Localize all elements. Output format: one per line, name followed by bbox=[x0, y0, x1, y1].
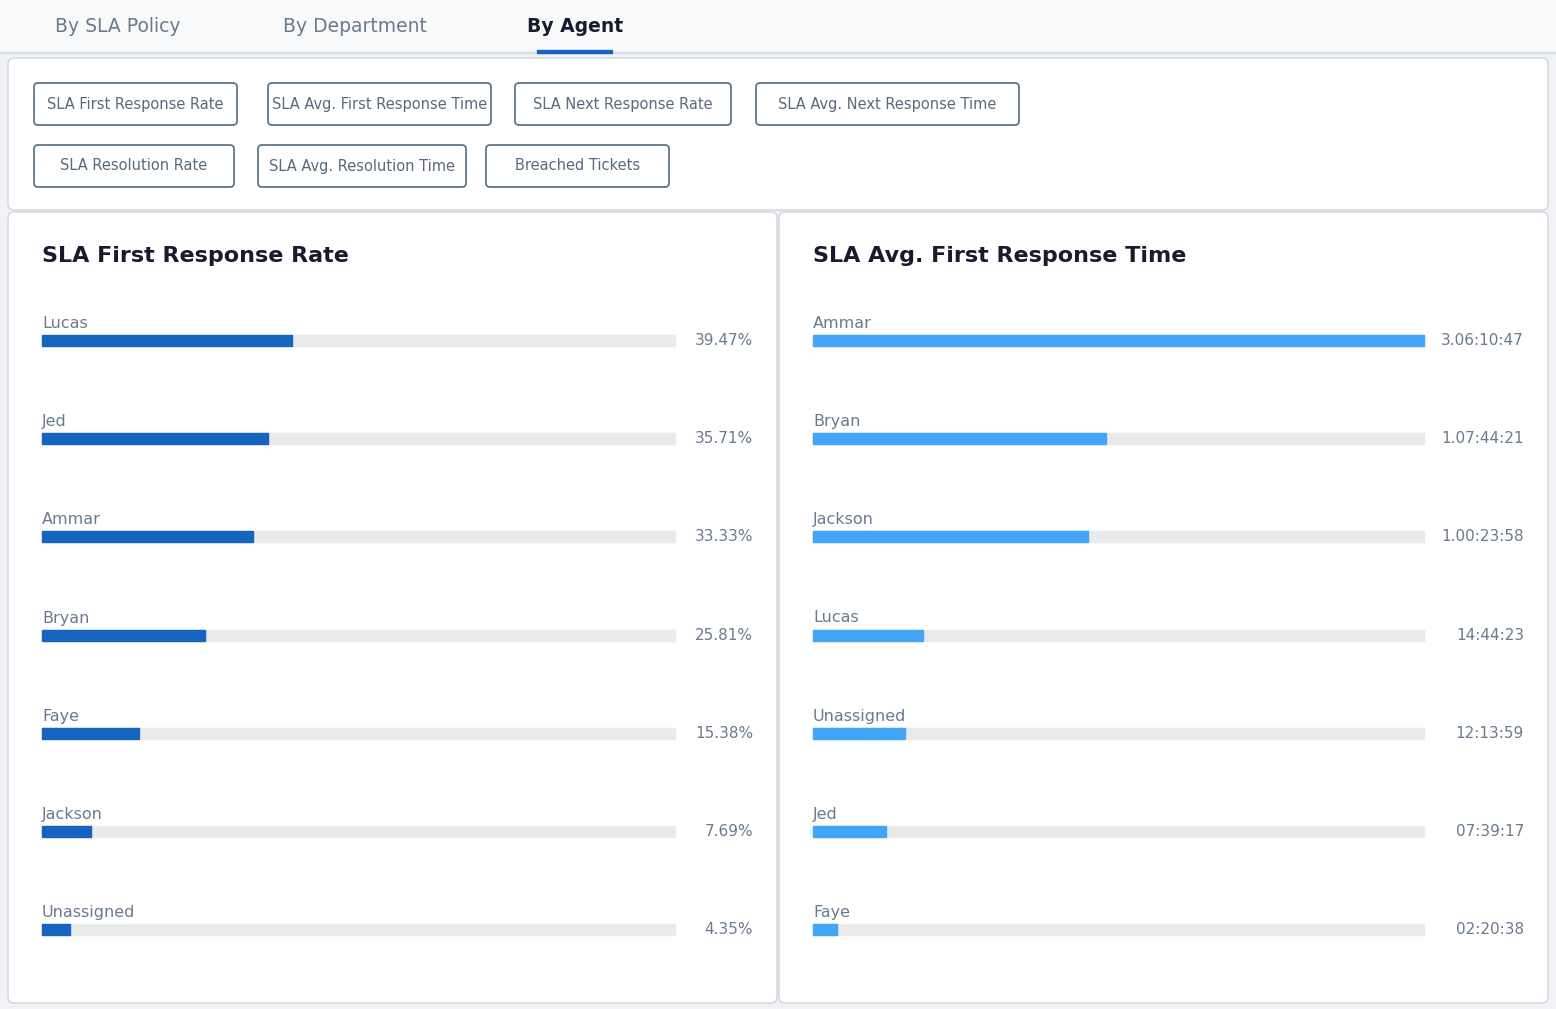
Bar bbox=[537, 49, 613, 53]
Text: Lucas: Lucas bbox=[812, 610, 859, 626]
Text: Jackson: Jackson bbox=[42, 807, 103, 822]
Text: 15.38%: 15.38% bbox=[696, 725, 753, 741]
Text: SLA Resolution Rate: SLA Resolution Rate bbox=[61, 158, 207, 174]
Bar bbox=[812, 924, 837, 935]
Bar bbox=[812, 335, 1424, 346]
Text: By Department: By Department bbox=[283, 16, 426, 35]
Text: SLA First Response Rate: SLA First Response Rate bbox=[47, 97, 224, 112]
Text: Lucas: Lucas bbox=[42, 316, 87, 331]
Text: 1.00:23:58: 1.00:23:58 bbox=[1441, 529, 1523, 544]
Bar bbox=[812, 826, 1424, 837]
Bar bbox=[812, 335, 1424, 346]
Bar bbox=[812, 826, 887, 837]
FancyBboxPatch shape bbox=[34, 83, 237, 125]
Bar bbox=[42, 433, 268, 444]
Text: 12:13:59: 12:13:59 bbox=[1456, 725, 1523, 741]
Text: 07:39:17: 07:39:17 bbox=[1456, 824, 1523, 839]
Text: SLA First Response Rate: SLA First Response Rate bbox=[42, 246, 349, 266]
FancyBboxPatch shape bbox=[485, 145, 669, 187]
Text: SLA Next Response Rate: SLA Next Response Rate bbox=[534, 97, 713, 112]
Text: 02:20:38: 02:20:38 bbox=[1456, 922, 1523, 937]
Bar bbox=[812, 727, 904, 739]
Bar bbox=[812, 531, 1088, 542]
Bar bbox=[42, 630, 205, 641]
Bar bbox=[42, 335, 675, 346]
Text: SLA Avg. First Response Time: SLA Avg. First Response Time bbox=[812, 246, 1186, 266]
Text: Unassigned: Unassigned bbox=[42, 905, 135, 920]
Text: 33.33%: 33.33% bbox=[694, 529, 753, 544]
Text: SLA Avg. Next Response Time: SLA Avg. Next Response Time bbox=[778, 97, 997, 112]
Text: 3.06:10:47: 3.06:10:47 bbox=[1441, 333, 1523, 348]
Text: Jackson: Jackson bbox=[812, 513, 874, 528]
Text: Faye: Faye bbox=[812, 905, 850, 920]
Bar bbox=[42, 531, 675, 542]
FancyBboxPatch shape bbox=[268, 83, 492, 125]
Bar bbox=[42, 531, 254, 542]
Bar bbox=[0, 0, 1556, 52]
Bar bbox=[812, 531, 1424, 542]
Text: 25.81%: 25.81% bbox=[696, 628, 753, 643]
Bar bbox=[812, 433, 1106, 444]
Text: By Agent: By Agent bbox=[527, 16, 622, 35]
Bar bbox=[42, 924, 70, 935]
Bar bbox=[42, 727, 140, 739]
Text: Bryan: Bryan bbox=[42, 610, 89, 626]
Text: 35.71%: 35.71% bbox=[696, 431, 753, 446]
Bar bbox=[812, 924, 1424, 935]
Bar bbox=[812, 630, 1424, 641]
Text: By SLA Policy: By SLA Policy bbox=[56, 16, 180, 35]
Text: Ammar: Ammar bbox=[812, 316, 871, 331]
Bar bbox=[812, 433, 1424, 444]
FancyBboxPatch shape bbox=[756, 83, 1019, 125]
Text: SLA Avg. First Response Time: SLA Avg. First Response Time bbox=[272, 97, 487, 112]
Bar bbox=[0, 51, 1556, 53]
Text: Jed: Jed bbox=[42, 414, 67, 429]
Text: 14:44:23: 14:44:23 bbox=[1456, 628, 1523, 643]
Text: Breached Tickets: Breached Tickets bbox=[515, 158, 640, 174]
FancyBboxPatch shape bbox=[8, 212, 776, 1003]
Bar bbox=[42, 335, 293, 346]
Text: Faye: Faye bbox=[42, 708, 79, 723]
Bar bbox=[42, 433, 675, 444]
Bar bbox=[42, 630, 675, 641]
Text: 4.35%: 4.35% bbox=[705, 922, 753, 937]
FancyBboxPatch shape bbox=[34, 145, 233, 187]
Text: 7.69%: 7.69% bbox=[705, 824, 753, 839]
Text: Jed: Jed bbox=[812, 807, 837, 822]
Text: 39.47%: 39.47% bbox=[694, 333, 753, 348]
Bar bbox=[42, 924, 675, 935]
Bar bbox=[42, 826, 675, 837]
Text: 1.07:44:21: 1.07:44:21 bbox=[1441, 431, 1523, 446]
FancyBboxPatch shape bbox=[780, 212, 1548, 1003]
Bar bbox=[812, 630, 923, 641]
Text: Unassigned: Unassigned bbox=[812, 708, 907, 723]
FancyBboxPatch shape bbox=[515, 83, 731, 125]
Text: Bryan: Bryan bbox=[812, 414, 860, 429]
Text: SLA Avg. Resolution Time: SLA Avg. Resolution Time bbox=[269, 158, 454, 174]
Bar bbox=[812, 727, 1424, 739]
Bar bbox=[42, 727, 675, 739]
Text: Ammar: Ammar bbox=[42, 513, 101, 528]
FancyBboxPatch shape bbox=[8, 58, 1548, 210]
FancyBboxPatch shape bbox=[258, 145, 465, 187]
Bar bbox=[42, 826, 90, 837]
